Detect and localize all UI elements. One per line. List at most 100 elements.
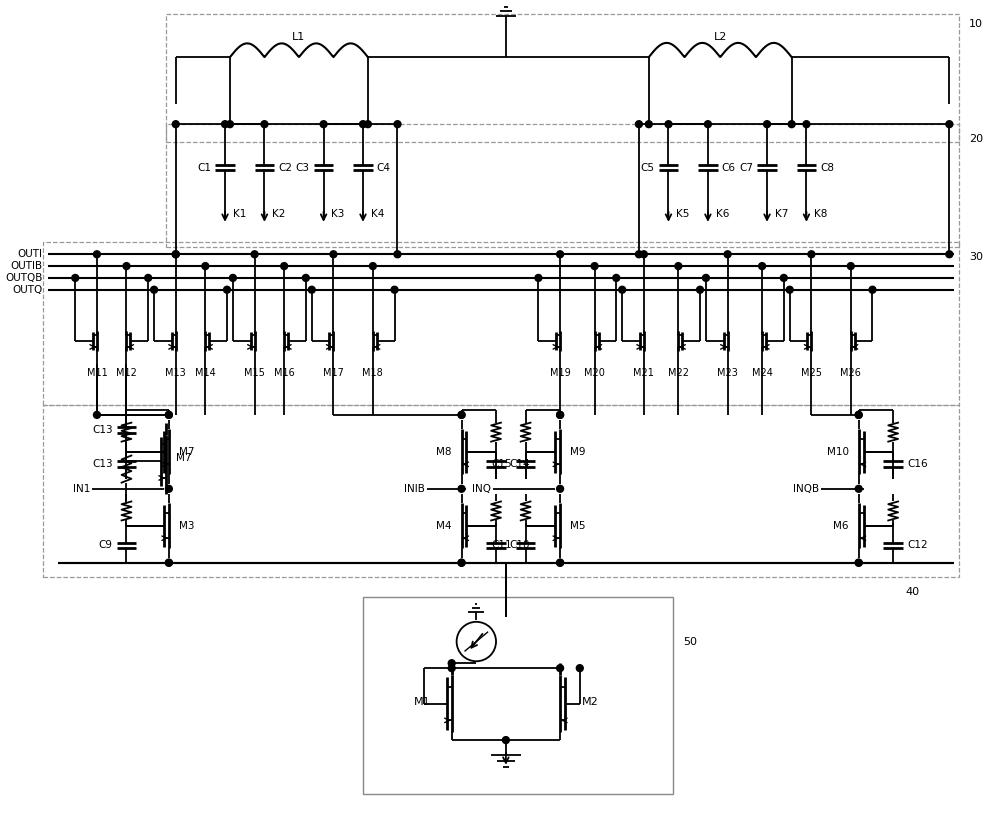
Circle shape (780, 275, 787, 281)
Text: M16: M16 (274, 368, 295, 377)
Circle shape (458, 486, 465, 492)
Circle shape (151, 286, 158, 293)
Text: M7: M7 (176, 453, 191, 463)
Text: M15: M15 (244, 368, 265, 377)
Text: M13: M13 (165, 368, 186, 377)
Text: M10: M10 (827, 447, 849, 457)
Circle shape (202, 262, 209, 270)
Circle shape (394, 121, 401, 128)
Text: M7: M7 (179, 447, 194, 457)
Circle shape (640, 251, 647, 258)
Text: M26: M26 (840, 368, 861, 377)
Text: OUTQ: OUTQ (12, 284, 43, 295)
Circle shape (261, 121, 268, 128)
Text: M19: M19 (550, 368, 570, 377)
Text: K4: K4 (371, 209, 384, 219)
Circle shape (759, 262, 766, 270)
Circle shape (448, 660, 455, 667)
Text: C15: C15 (491, 459, 512, 469)
Text: M1: M1 (413, 697, 430, 707)
Text: M14: M14 (195, 368, 216, 377)
Text: C14: C14 (510, 459, 530, 469)
Text: L1: L1 (292, 33, 306, 42)
Text: M11: M11 (87, 368, 107, 377)
Text: 50: 50 (683, 637, 697, 646)
Text: C11: C11 (491, 540, 512, 550)
Text: M18: M18 (362, 368, 383, 377)
Text: C4: C4 (377, 162, 391, 173)
Circle shape (855, 412, 862, 418)
Circle shape (613, 275, 620, 281)
Circle shape (855, 559, 862, 566)
Text: M17: M17 (323, 368, 344, 377)
Circle shape (869, 286, 876, 293)
Text: K6: K6 (716, 209, 729, 219)
Circle shape (764, 121, 770, 128)
Bar (166, 14, 959, 142)
Circle shape (458, 559, 465, 566)
Text: C13: C13 (92, 459, 113, 469)
Circle shape (458, 412, 465, 418)
Circle shape (369, 262, 376, 270)
Text: C3: C3 (296, 162, 310, 173)
Circle shape (946, 121, 953, 128)
Circle shape (448, 665, 455, 672)
Circle shape (557, 665, 564, 672)
Circle shape (330, 251, 337, 258)
Circle shape (165, 559, 172, 566)
Text: M22: M22 (668, 368, 689, 377)
Circle shape (320, 121, 327, 128)
Text: INQ: INQ (472, 484, 491, 494)
Bar (43, 405, 959, 578)
Text: IN1: IN1 (73, 484, 90, 494)
Circle shape (165, 559, 172, 566)
Circle shape (458, 412, 465, 418)
Circle shape (855, 559, 862, 566)
Circle shape (557, 251, 564, 258)
Circle shape (394, 251, 401, 258)
Text: M21: M21 (633, 368, 654, 377)
Text: M20: M20 (584, 368, 605, 377)
Text: OUTI: OUTI (18, 249, 43, 259)
Bar (166, 124, 959, 248)
Text: 30: 30 (969, 252, 983, 262)
Text: C12: C12 (907, 540, 928, 550)
Circle shape (222, 121, 228, 128)
Text: K5: K5 (676, 209, 690, 219)
Circle shape (635, 121, 642, 128)
Circle shape (788, 121, 795, 128)
Circle shape (224, 286, 230, 293)
Circle shape (123, 262, 130, 270)
Circle shape (946, 251, 953, 258)
Circle shape (786, 286, 793, 293)
Text: M4: M4 (436, 521, 452, 531)
Text: INIB: INIB (404, 484, 425, 494)
Text: M24: M24 (752, 368, 773, 377)
Circle shape (702, 275, 709, 281)
Circle shape (576, 665, 583, 672)
Circle shape (535, 275, 542, 281)
Circle shape (251, 251, 258, 258)
Circle shape (172, 251, 179, 258)
Text: M9: M9 (570, 447, 585, 457)
Text: INQB: INQB (793, 484, 819, 494)
Circle shape (808, 251, 815, 258)
Text: 40: 40 (905, 588, 919, 597)
Circle shape (391, 286, 398, 293)
Text: M23: M23 (717, 368, 738, 377)
Text: C7: C7 (739, 162, 753, 173)
Circle shape (665, 121, 672, 128)
Text: L2: L2 (714, 32, 727, 42)
Circle shape (308, 286, 315, 293)
Circle shape (172, 251, 179, 258)
Circle shape (72, 275, 79, 281)
Circle shape (360, 121, 366, 128)
Circle shape (697, 286, 703, 293)
Circle shape (557, 412, 564, 418)
Circle shape (458, 559, 465, 566)
Text: C16: C16 (907, 459, 928, 469)
Text: C2: C2 (278, 162, 292, 173)
Circle shape (724, 251, 731, 258)
Circle shape (803, 121, 810, 128)
Bar (43, 242, 959, 405)
